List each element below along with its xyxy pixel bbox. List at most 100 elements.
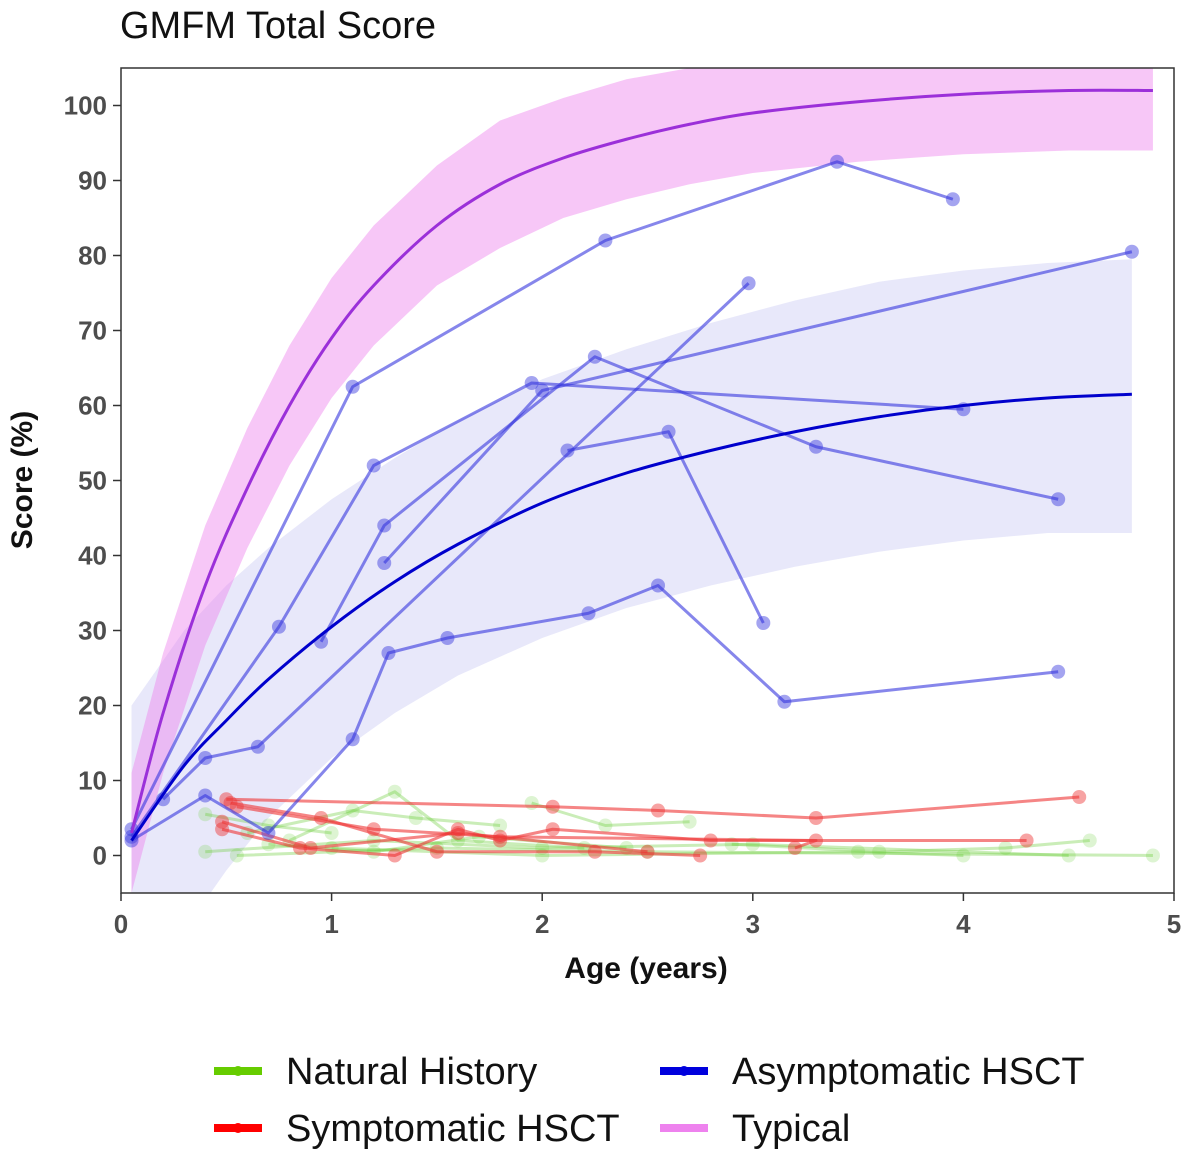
- symptomatic-hsct-data-point: [215, 814, 230, 829]
- asymptomatic-hsct-series-line: [567, 430, 765, 624]
- y-tick-label: 70: [78, 316, 107, 346]
- y-tick-label: 0: [93, 841, 107, 871]
- legend-label-natural-history: Natural History: [286, 1051, 537, 1093]
- asymptomatic-hsct-data-point: [261, 826, 276, 840]
- legend-label-typical: Typical: [732, 1108, 850, 1150]
- symptomatic-hsct-data-point: [787, 841, 802, 855]
- asymptomatic-hsct-data-point: [198, 788, 213, 803]
- fit-curves: [130, 88, 1153, 842]
- legend-marker-asymptomatic-hsct: [679, 1066, 689, 1076]
- asymptomatic-hsct-data-point: [1051, 492, 1066, 507]
- asymptomatic-hsct-data-point: [830, 154, 845, 169]
- y-tick-label: 30: [78, 616, 107, 646]
- asymptomatic-hsct-data-point: [1124, 244, 1139, 259]
- natural-history-series-line: [205, 839, 1069, 857]
- x-axis-title: Age (years): [564, 952, 727, 985]
- natural-history-data-point: [345, 803, 360, 818]
- natural-history-series-line: [531, 801, 690, 827]
- symptomatic-hsct-data-point: [1072, 790, 1087, 804]
- asymptomatic-hsct-data-point: [345, 379, 360, 394]
- asymptomatic-hsct-data-point: [598, 233, 613, 248]
- asymptomatic-hsct-series-line: [383, 250, 1133, 565]
- asymptomatic-hsct-data-point: [808, 439, 823, 454]
- symptomatic-hsct-data-point: [808, 833, 823, 848]
- asymptomatic-hsct-series-line: [130, 584, 1059, 842]
- typical-fit-curve: [130, 88, 1153, 834]
- natural-history-data-point: [198, 844, 213, 859]
- asymptomatic-hsct-data-point: [651, 578, 666, 593]
- symptomatic-hsct-data-point: [450, 826, 465, 840]
- symptomatic-hsct-data-point: [215, 822, 230, 837]
- natural-history-data-point: [387, 784, 402, 799]
- symptomatic-hsct-data-point: [545, 822, 560, 837]
- typical-confidence-band: [131, 68, 1153, 893]
- symptomatic-hsct-data-point: [545, 799, 560, 814]
- y-axis-ticks: 0 10 20 30 40 50 60 70 80 90 100: [64, 91, 121, 871]
- legend-marker-symptomatic-hsct: [233, 1123, 243, 1133]
- natural-history-data-point: [872, 844, 887, 859]
- natural-history-data-point: [998, 841, 1013, 855]
- x-axis-ticks: 0 1 2 3 4 5: [114, 893, 1181, 939]
- natural-history-data-point: [198, 807, 213, 822]
- symptomatic-hsct-data-point: [651, 803, 666, 818]
- asymptomatic-hsct-data-point: [535, 383, 550, 398]
- y-tick-label: 60: [78, 391, 107, 421]
- y-tick-label: 100: [64, 91, 107, 121]
- x-tick-label: 2: [535, 909, 549, 939]
- symptomatic-hsct-data-point: [366, 822, 381, 837]
- symptomatic-hsct-data-point: [303, 841, 318, 855]
- y-tick-label: 40: [78, 541, 107, 571]
- asymptomatic-hsct-data-point: [377, 556, 392, 570]
- asymptomatic-hsct-data-point: [756, 616, 771, 630]
- asymptomatic-hsct-data-point: [524, 376, 539, 390]
- asymptomatic-hsct-series-line: [130, 381, 964, 838]
- natural-history-data-point: [1061, 848, 1076, 863]
- asymptomatic-hsct-data-point: [945, 192, 960, 207]
- symptomatic-hsct-data-point: [693, 848, 708, 863]
- natural-history-data-point: [1145, 848, 1160, 863]
- asymptomatic-hsct-data-point: [366, 458, 381, 473]
- asymptomatic-hsct-data-point: [560, 443, 575, 458]
- symptomatic-hsct-data-point: [429, 844, 444, 859]
- symptomatic-hsct-data-point: [219, 792, 234, 807]
- natural-history-data-point: [493, 818, 508, 833]
- legend-label-asymptomatic-hsct: Asymptomatic HSCT: [732, 1051, 1085, 1093]
- asymptomatic-hsct-data-point: [271, 619, 286, 634]
- natural-history-data-point: [851, 844, 866, 859]
- asymptomatic-hsct-data-point: [156, 792, 171, 807]
- symptomatic-hsct-data-point: [229, 799, 244, 814]
- data-series: [124, 154, 1160, 863]
- asymptomatic-hsct-series-line: [130, 160, 954, 830]
- natural-history-data-point: [598, 818, 613, 833]
- natural-history-data-point: [956, 848, 971, 863]
- asymptomatic-hsct-data-point: [250, 739, 265, 754]
- asymptomatic-hsct-data-point: [440, 631, 455, 645]
- y-tick-label: 50: [78, 466, 107, 496]
- chart-title: GMFM Total Score: [120, 5, 436, 47]
- natural-history-series-line: [288, 790, 585, 850]
- legend-label-symptomatic-hsct: Symptomatic HSCT: [286, 1108, 620, 1150]
- asymptomatic-hsct-data-point: [741, 276, 756, 291]
- y-tick-label: 20: [78, 691, 107, 721]
- natural-history-series-line: [731, 839, 1090, 854]
- y-axis-title: Score (%): [6, 411, 39, 549]
- x-tick-label: 3: [746, 909, 760, 939]
- natural-history-data-point: [524, 796, 539, 810]
- symptomatic-hsct-series-line: [221, 820, 648, 854]
- natural-history-data-point: [324, 826, 339, 840]
- asymptomatic-hsct-data-point: [777, 694, 792, 709]
- asymptomatic-hsct-data-point: [1051, 664, 1066, 679]
- natural-history-data-point: [229, 848, 244, 863]
- asymptomatic-hsct-data-point: [661, 424, 676, 439]
- legend: Natural History Asymptomatic HSCT Symptoma…: [214, 1051, 1085, 1150]
- asymptomatic-hsct-data-point: [581, 606, 596, 621]
- x-tick-label: 4: [956, 909, 971, 939]
- asymptomatic-hsct-data-point: [198, 751, 213, 765]
- y-tick-label: 90: [78, 166, 107, 196]
- x-tick-label: 0: [114, 909, 128, 939]
- symptomatic-hsct-series-line: [230, 801, 701, 857]
- asymptomatic-fit-curve: [130, 392, 1132, 842]
- natural-history-data-point: [682, 814, 697, 829]
- asymptomatic-hsct-data-point: [377, 518, 392, 533]
